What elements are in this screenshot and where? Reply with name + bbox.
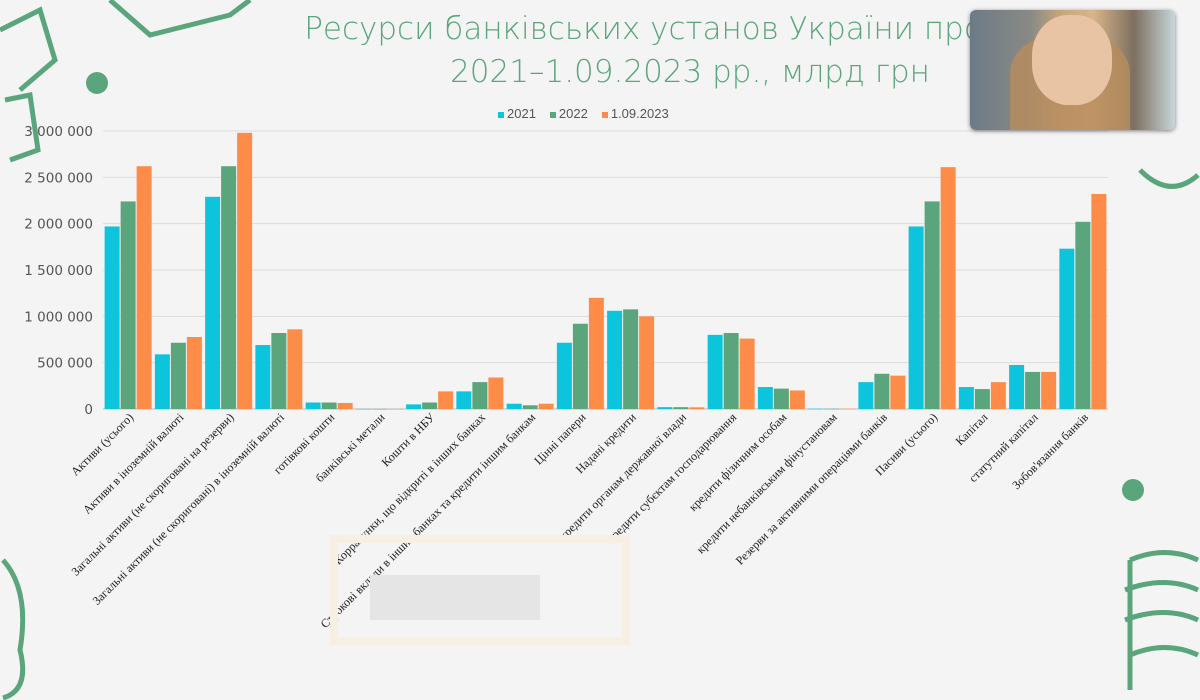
bar-2021-12 <box>707 334 723 409</box>
doodle-coins-icon <box>1124 550 1200 690</box>
bar-1.09.2023-15 <box>890 375 906 409</box>
bar-1.09.2023-1 <box>186 336 202 409</box>
bar-1.09.2023-10 <box>639 316 655 409</box>
chart-title: Ресурси банківських установ України прот… <box>304 11 1076 90</box>
bar-2021-6 <box>406 404 422 409</box>
bar-1.09.2023-0 <box>136 166 152 409</box>
bar-2022-2 <box>221 166 237 409</box>
bar-1.09.2023-5 <box>387 408 403 410</box>
bar-2022-1 <box>170 342 186 409</box>
bar-2022-10 <box>623 309 639 409</box>
x-tick-label: Загальні активи (не скориговані) в інозе… <box>90 410 288 608</box>
bar-1.09.2023-2 <box>237 132 253 409</box>
bar-2021-16 <box>908 226 924 409</box>
x-tick-label: Активи в іноземній валюті <box>80 410 187 517</box>
participant-face <box>1032 15 1112 105</box>
legend-label: 2021 <box>507 106 536 121</box>
bar-2022-15 <box>874 373 890 409</box>
legend-label: 2022 <box>558 106 588 121</box>
bar-2021-15 <box>858 382 874 409</box>
legend-swatch <box>498 111 504 118</box>
legend-item-2022: 2022 <box>549 106 588 121</box>
bar-2022-19 <box>1075 221 1091 409</box>
x-tick-label: кредити фізичним особам <box>686 410 790 514</box>
bar-2021-1 <box>154 354 170 409</box>
y-tick-label: 2 000 000 <box>24 217 93 233</box>
bar-1.09.2023-6 <box>438 391 454 409</box>
doodle-calculator-icon <box>0 6 58 163</box>
bar-2021-7 <box>456 391 472 409</box>
star-icon <box>86 72 108 94</box>
doodle-hand-icon <box>1 558 26 700</box>
bar-2021-5 <box>355 408 371 410</box>
bar-2021-17 <box>958 387 974 409</box>
bar-2021-18 <box>1009 364 1025 409</box>
bar-2022-6 <box>422 402 438 409</box>
legend-swatch <box>549 111 556 118</box>
legend: 2021 2022 1.09.2023 <box>498 106 669 121</box>
bar-2022-11 <box>673 407 689 409</box>
bar-1.09.2023-18 <box>1041 371 1057 409</box>
x-tick-label: Капітал <box>953 410 991 448</box>
bar-2021-8 <box>506 403 522 409</box>
bar-2022-8 <box>522 405 538 409</box>
y-tick-label: 1 000 000 <box>24 309 93 325</box>
bar-1.09.2023-7 <box>488 377 504 409</box>
bar-2022-13 <box>773 388 789 409</box>
star-icon <box>1122 479 1144 501</box>
bar-1.09.2023-11 <box>689 407 705 409</box>
bar-2022-18 <box>1025 371 1041 409</box>
bar-2022-7 <box>472 382 488 409</box>
bar-2022-12 <box>723 333 739 409</box>
star-icons <box>86 72 1144 501</box>
bar-1.09.2023-3 <box>287 329 303 409</box>
bar-2021-0 <box>104 226 120 409</box>
blurred-overlay <box>330 535 630 645</box>
doodle-money-icon <box>108 0 252 38</box>
bar-2021-10 <box>607 310 623 409</box>
webcam-video-tile[interactable] <box>970 10 1175 130</box>
y-tick-label: 1 500 000 <box>24 263 93 279</box>
bar-1.09.2023-4 <box>337 402 353 409</box>
y-tick-label: 3 000 000 <box>24 124 93 140</box>
bar-2022-17 <box>974 389 990 409</box>
bar-2021-14 <box>808 408 824 410</box>
bar-1.09.2023-17 <box>990 382 1006 409</box>
doodle-gear-icon <box>1138 168 1200 189</box>
bar-1.09.2023-12 <box>739 338 755 409</box>
bar-1.09.2023-8 <box>538 403 554 409</box>
bar-2022-3 <box>271 333 287 409</box>
y-tick-label: 0 <box>84 402 93 418</box>
bar-1.09.2023-14 <box>840 408 856 410</box>
bar-1.09.2023-16 <box>940 167 956 409</box>
bar-2022-16 <box>924 201 940 409</box>
bar-2021-19 <box>1059 248 1075 409</box>
bar-1.09.2023-13 <box>789 390 805 409</box>
bar-2021-13 <box>757 387 773 409</box>
bar-2022-14 <box>824 408 840 410</box>
legend-item-2023: 1.09.2023 <box>601 106 669 121</box>
bar-1.09.2023-19 <box>1091 194 1107 409</box>
bar-2021-11 <box>657 407 673 409</box>
bar-2021-9 <box>556 342 572 409</box>
legend-swatch <box>601 111 608 118</box>
bar-2021-4 <box>305 402 321 409</box>
bar-2022-5 <box>371 408 387 410</box>
y-tick-label: 500 000 <box>37 356 93 372</box>
bar-2021-2 <box>205 196 221 409</box>
bar-2022-4 <box>321 402 337 409</box>
y-tick-label: 2 500 000 <box>24 170 93 186</box>
bar-1.09.2023-9 <box>588 297 604 409</box>
bar-2022-0 <box>120 201 136 409</box>
bar-2022-9 <box>572 323 588 409</box>
legend-item-2021: 2021 <box>498 106 536 121</box>
bar-2021-3 <box>255 345 271 409</box>
legend-label: 1.09.2023 <box>610 106 669 121</box>
blurred-overlay-content <box>370 575 540 620</box>
